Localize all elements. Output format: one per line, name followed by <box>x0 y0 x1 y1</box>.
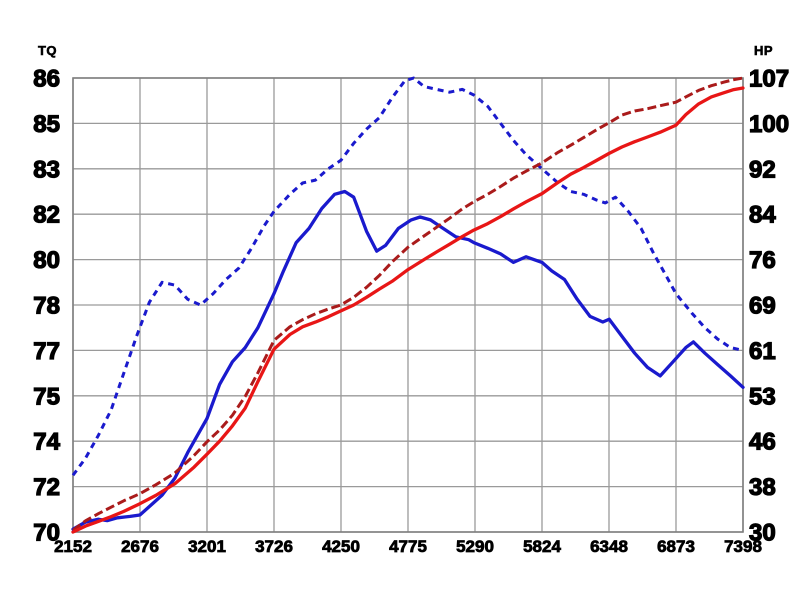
left-axis-tick-label: 70 <box>33 520 60 547</box>
x-axis-tick-label: 2676 <box>121 537 159 556</box>
horsepower-dashed-run-line <box>72 76 744 532</box>
right-axis-tick-label: 92 <box>749 156 776 183</box>
left-axis-unit-label: TQ <box>37 43 57 59</box>
left-axis-tick-label: 75 <box>33 383 60 410</box>
x-axis-tick-label: 3201 <box>188 537 226 556</box>
torque-solid-run-line <box>71 189 745 531</box>
right-axis-tick-label: 107 <box>749 66 789 93</box>
right-axis-tick-label: 100 <box>749 111 789 138</box>
right-axis-tick-label: 76 <box>749 247 776 274</box>
x-axis-tick-label: 6348 <box>590 537 628 556</box>
right-axis-tick-label: 38 <box>749 474 776 501</box>
right-axis-unit-label: HP <box>754 43 774 59</box>
left-axis-tick-label: 85 <box>33 111 60 138</box>
x-axis-tick-label: 4250 <box>322 537 360 556</box>
x-axis-tick-label: 3726 <box>255 537 293 556</box>
x-axis-tick-label: 6873 <box>657 537 695 556</box>
left-axis-tick-label: 82 <box>33 202 60 229</box>
x-axis-tick-label: 4775 <box>389 537 427 556</box>
torque-dashed-run-line <box>71 76 744 477</box>
plot-border <box>72 77 744 533</box>
left-axis-tick-label: 80 <box>33 247 60 274</box>
left-axis-tick-label: 78 <box>33 293 60 320</box>
left-axis-tick-label: 72 <box>33 474 60 501</box>
horsepower-solid-run-line <box>71 86 745 534</box>
right-axis-tick-label: 61 <box>749 338 776 365</box>
right-axis-tick-label: 84 <box>749 202 776 229</box>
x-axis-tick-label: 2152 <box>54 537 92 556</box>
right-axis-tick-label: 69 <box>749 293 776 320</box>
right-axis-tick-label: 30 <box>749 520 776 547</box>
left-axis-tick-label: 77 <box>33 338 60 365</box>
left-axis-tick-label: 83 <box>33 156 60 183</box>
x-axis-tick-label: 7398 <box>724 537 762 556</box>
left-axis-tick-label: 86 <box>33 66 60 93</box>
right-axis-tick-label: 53 <box>749 383 776 410</box>
right-axis-tick-label: 46 <box>749 429 776 456</box>
x-axis-tick-label: 5290 <box>456 537 494 556</box>
x-axis-tick-label: 5824 <box>523 537 561 556</box>
left-axis-tick-label: 74 <box>33 429 60 456</box>
